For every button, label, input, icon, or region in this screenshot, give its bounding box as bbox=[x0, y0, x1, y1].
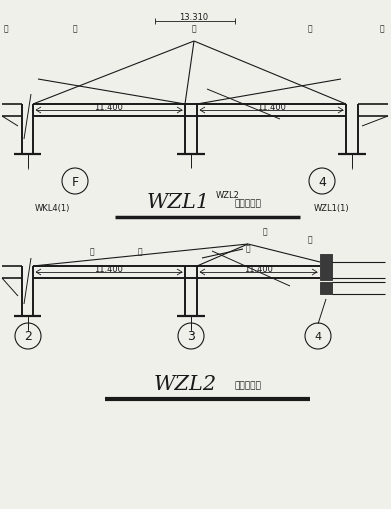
Bar bbox=[320, 254, 332, 280]
Text: 13.310: 13.310 bbox=[179, 13, 208, 21]
Text: 联: 联 bbox=[90, 247, 94, 256]
Text: 梁: 梁 bbox=[192, 24, 196, 34]
Text: 联: 联 bbox=[138, 247, 142, 256]
Text: WZL1: WZL1 bbox=[147, 193, 210, 212]
Text: 11.400: 11.400 bbox=[95, 102, 124, 111]
Text: 梁: 梁 bbox=[308, 235, 312, 244]
Text: 4: 4 bbox=[314, 331, 321, 342]
Text: 11.400: 11.400 bbox=[95, 264, 124, 273]
Text: F: F bbox=[72, 175, 79, 188]
Text: 11.400: 11.400 bbox=[257, 102, 286, 111]
Text: 联: 联 bbox=[4, 24, 8, 34]
Text: 梁: 梁 bbox=[246, 244, 250, 253]
Bar bbox=[320, 282, 332, 294]
Text: WKL4(1): WKL4(1) bbox=[34, 204, 70, 213]
Text: 3: 3 bbox=[187, 330, 195, 343]
Text: 模板示意图: 模板示意图 bbox=[235, 199, 262, 208]
Text: 联: 联 bbox=[73, 24, 77, 34]
Text: 联: 联 bbox=[380, 24, 384, 34]
Text: 联: 联 bbox=[308, 24, 312, 34]
Text: 梁: 梁 bbox=[263, 227, 267, 236]
Text: WZL2: WZL2 bbox=[153, 375, 217, 394]
Text: 4: 4 bbox=[318, 175, 326, 188]
Text: 模板示意图: 模板示意图 bbox=[235, 381, 262, 390]
Text: WZL1(1): WZL1(1) bbox=[314, 204, 350, 213]
Text: 11.400: 11.400 bbox=[244, 264, 273, 273]
Text: 2: 2 bbox=[24, 330, 32, 343]
Text: WZL2: WZL2 bbox=[216, 190, 240, 199]
